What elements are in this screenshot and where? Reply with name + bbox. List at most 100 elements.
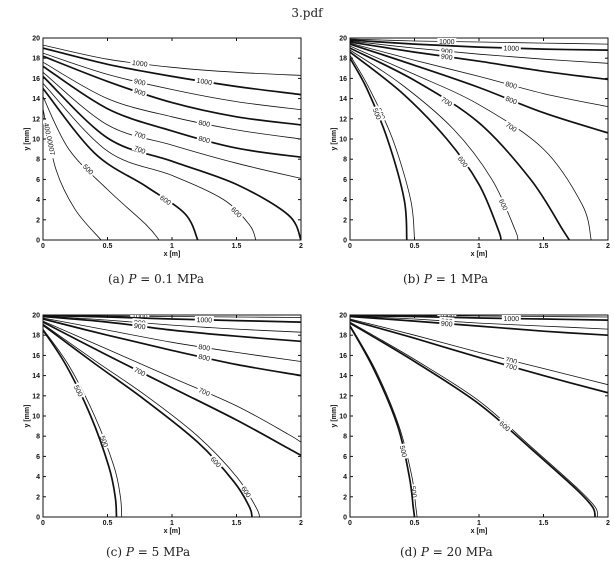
contour-lines: 10001000900900800800700700600600500500 (350, 38, 608, 240)
x-tick-label: 0 (348, 520, 352, 527)
y-tick-label: 0 (343, 515, 347, 522)
contour-label: 600 (497, 196, 511, 213)
y-tick-label: 2 (36, 217, 40, 224)
contour-line-600 (350, 321, 599, 517)
y-tick-label: 8 (36, 434, 40, 441)
contour-line-900 (43, 315, 301, 333)
x-tick-label: 2 (299, 520, 303, 527)
svg-text:600: 600 (497, 198, 508, 212)
y-axis-label: y [mm] (24, 405, 31, 428)
y-tick-label: 6 (343, 454, 347, 461)
contour-label: 1000 (194, 315, 214, 324)
document-title: 3.pdf (291, 6, 323, 20)
contour-label: 900 (131, 321, 148, 331)
chart-panel-b: 0 0.5 1 1.5 2 0 2 4 6 8 10 12 14 16 18 20 x [m] y [mm] 100… (307, 28, 614, 290)
x-tick-label: 1 (477, 520, 481, 527)
caption-c: (c) P = 5 MPa (106, 545, 191, 559)
svg-text:500: 500 (72, 384, 83, 398)
x-axis-label: x [m] (471, 528, 488, 535)
y-tick-label: 14 (32, 373, 40, 380)
contour-line-600 (43, 324, 253, 517)
svg-text:1000: 1000 (132, 60, 148, 69)
contour-line-500 (350, 57, 408, 240)
svg-text:800: 800 (198, 120, 211, 129)
svg-text:700: 700 (133, 367, 147, 379)
svg-text:700: 700 (133, 131, 146, 141)
svg-text:500: 500 (371, 107, 382, 121)
contour-label: 700 (131, 143, 149, 156)
plot-frame (42, 314, 302, 518)
y-tick-label: 8 (343, 434, 347, 441)
chart-panel-c: 0 0.5 1 1.5 2 0 2 4 6 8 10 12 14 16 18 20 x [m] y [mm] 100… (0, 305, 307, 567)
contour-line-700 (350, 318, 608, 386)
svg-text:500: 500 (98, 435, 109, 449)
svg-text:800: 800 (198, 354, 211, 363)
y-axis-label: y [mm] (24, 128, 31, 151)
contour-line-500 (43, 96, 160, 240)
contour-lines: 10001000900900800800700700600600500400.0… (43, 44, 301, 240)
contour-line-800 (43, 61, 301, 140)
contour-line-600 (43, 323, 261, 517)
y-tick-label: 12 (32, 116, 40, 123)
x-axis-label: x [m] (164, 528, 181, 535)
y-tick-label: 16 (32, 353, 40, 360)
contour-line-900 (43, 315, 301, 343)
y-tick-label: 0 (36, 515, 40, 522)
contour-line-700 (350, 47, 571, 240)
contour-label: 800 (503, 79, 520, 91)
contour-label: 700 (131, 364, 149, 379)
y-tick-label: 16 (339, 353, 347, 360)
contour-label: 500 (98, 432, 111, 450)
contour-label: 500 (72, 382, 86, 399)
x-tick-label: 2 (606, 243, 610, 250)
x-tick-label: 0.5 (410, 520, 420, 527)
contour-line-600 (350, 49, 519, 240)
contour-line-1000 (350, 38, 608, 45)
y-tick-label: 12 (339, 393, 347, 400)
y-tick-label: 10 (32, 137, 40, 144)
svg-text:700: 700 (505, 357, 518, 367)
contour-label: 700 (503, 354, 520, 367)
contour-line-900 (43, 52, 301, 111)
contour-label: 1000 (194, 75, 215, 87)
contour-line-800 (43, 317, 301, 362)
x-tick-label: 0 (41, 520, 45, 527)
contour-line-900 (350, 40, 608, 64)
svg-text:1000: 1000 (196, 78, 213, 87)
contour-label: 900 (438, 51, 455, 62)
contour-line-800 (43, 318, 301, 377)
y-tick-label: 0 (36, 238, 40, 245)
x-axis-label: x [m] (471, 251, 488, 258)
y-tick-label: 14 (339, 373, 347, 380)
y-tick-label: 2 (343, 494, 347, 501)
y-tick-label: 0 (343, 238, 347, 245)
contour-line-600 (43, 83, 257, 240)
y-tick-label: 10 (339, 137, 347, 144)
contour-line-500 (43, 329, 118, 517)
caption-d: (d) P = 20 MPa (400, 545, 493, 559)
contour-line-1000 (43, 47, 301, 96)
y-tick-label: 20 (339, 36, 347, 43)
contour-line-700 (43, 321, 301, 457)
contour-line-1000 (350, 315, 608, 321)
svg-text:900: 900 (133, 88, 146, 98)
x-axis-label: x [m] (164, 251, 181, 258)
contour-line-900 (350, 315, 608, 337)
contour-line-800 (43, 65, 301, 159)
y-tick-label: 12 (32, 393, 40, 400)
contour-line-1000 (43, 315, 301, 323)
x-tick-label: 0.5 (103, 243, 113, 250)
y-tick-label: 6 (36, 454, 40, 461)
caption-a: (a) P = 0.1 MPa (108, 272, 204, 286)
y-tick-label: 8 (343, 157, 347, 164)
y-tick-label: 20 (32, 36, 40, 43)
contour-line-800 (350, 43, 608, 134)
y-tick-label: 16 (32, 76, 40, 83)
chart-panel-d: 0 0.5 1 1.5 2 0 2 4 6 8 10 12 14 16 18 20 x [m] y [mm] 100… (307, 305, 614, 567)
y-tick-label: 4 (36, 197, 40, 204)
contour-label: 700 (131, 128, 149, 141)
